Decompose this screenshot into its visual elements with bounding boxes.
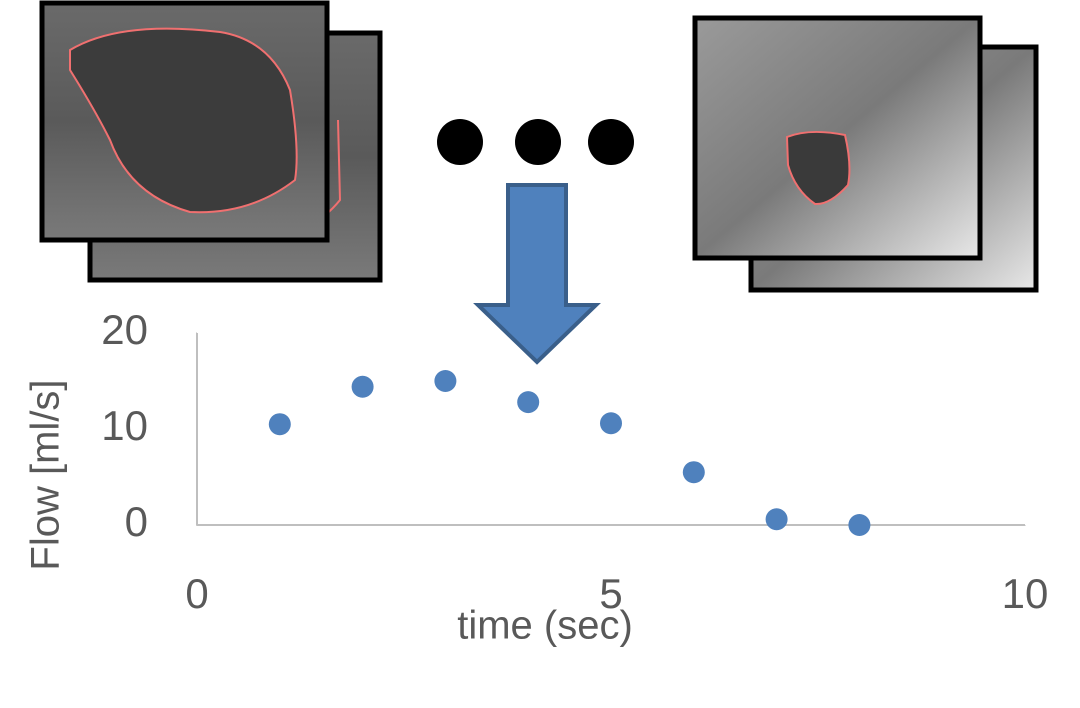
y-tick-label: 20 <box>101 306 148 353</box>
y-tick-label: 0 <box>125 498 148 545</box>
left-frames <box>39 0 383 283</box>
x-tick-label: 0 <box>185 570 208 617</box>
point <box>268 413 291 436</box>
point <box>434 370 457 392</box>
point <box>682 461 705 484</box>
point <box>765 508 788 531</box>
right-frames <box>692 15 1039 293</box>
y-axis-label: Flow [ml/s] <box>24 379 68 570</box>
y-tick-label: 10 <box>101 402 148 449</box>
x-tick-label: 10 <box>1002 570 1049 617</box>
arrow <box>473 183 601 365</box>
point <box>600 412 622 435</box>
ellipsis <box>437 119 634 165</box>
x-axis-label: time (sec) <box>457 604 633 648</box>
x-tick-label: 5 <box>599 570 622 617</box>
point <box>517 391 540 414</box>
point <box>848 514 871 536</box>
point <box>351 375 374 398</box>
